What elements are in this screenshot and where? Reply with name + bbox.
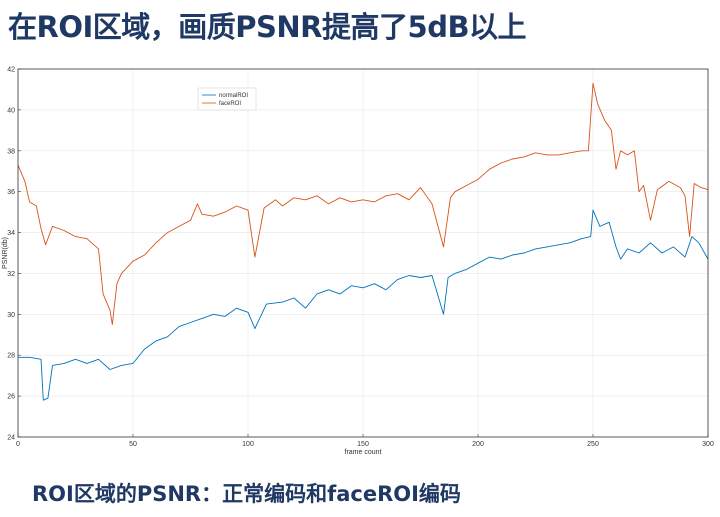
y-tick-label: 24: [7, 435, 15, 442]
y-tick-label: 40: [7, 107, 15, 114]
y-tick-label: 26: [7, 394, 15, 401]
y-tick-label: 42: [7, 67, 15, 74]
y-tick-label: 34: [7, 230, 15, 237]
x-tick-label: 0: [16, 441, 20, 448]
legend-label-normal: normalROI: [219, 93, 248, 99]
y-tick-label: 38: [7, 148, 15, 155]
y-tick-label: 30: [7, 312, 15, 319]
plot-background: [0, 58, 720, 458]
x-tick-label: 200: [472, 441, 484, 448]
x-tick-label: 300: [702, 441, 714, 448]
psnr-line-chart: 0 50 100 150 200 250 300 24262830323436384042 …: [0, 58, 720, 458]
x-tick-label: 150: [357, 441, 369, 448]
legend-label-face: faceROI: [219, 101, 241, 107]
slide-caption: ROI区域的PSNR：正常编码和faceROI编码: [32, 482, 461, 506]
series-line-faceROI: [17, 82, 709, 326]
series-line-normalROI: [18, 209, 709, 401]
y-tick-labels: 24 26 28 30 32 34 36 38 40 42: [7, 67, 15, 442]
legend-box: [197, 87, 257, 111]
series-lines: [17, 82, 709, 401]
y-axis-title: PSNR(db): [2, 237, 9, 269]
legend: normalROI faceROI: [197, 87, 257, 111]
slide-title: 在ROI区域，画质PSNR提高了5dB以上: [8, 10, 527, 44]
x-tick-labels: 0 50 100 150 200 250 300: [16, 441, 714, 448]
x-tick-label: 250: [587, 441, 599, 448]
y-tick-label: 32: [7, 271, 15, 278]
x-tick-label: 50: [129, 441, 137, 448]
y-tick-label: 28: [7, 353, 15, 360]
plot-frame: [17, 68, 709, 438]
y-tick-label: 36: [7, 189, 15, 196]
x-tick-label: 100: [242, 441, 254, 448]
x-axis-title: frame count: [345, 449, 382, 456]
